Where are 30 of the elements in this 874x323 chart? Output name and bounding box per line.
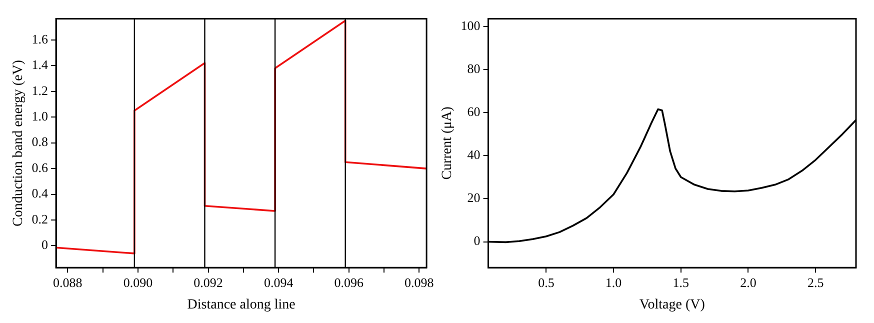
x-tick-label: 1.0: [605, 274, 622, 290]
x-tick-label: 0.088: [53, 274, 82, 290]
y-tick-label: 60: [467, 104, 480, 119]
y-tick-label: 0.4: [32, 186, 49, 201]
y-tick-label: 0: [474, 233, 480, 248]
y-tick-label: 0: [42, 237, 48, 252]
x-tick-label: 2.5: [807, 274, 824, 290]
x-axis-title: Voltage (V): [639, 297, 706, 312]
y-tick-label: 1.6: [32, 31, 49, 46]
y-tick-label: 20: [467, 190, 480, 206]
x-axis-title: Distance along line: [187, 297, 296, 312]
y-tick-label: 1.4: [32, 57, 49, 72]
y-axis-title: Current (μA): [440, 106, 456, 180]
y-axis-title: Conduction band energy (eV): [11, 60, 26, 226]
y-tick-label: 1.0: [32, 108, 48, 124]
x-tick-label: 2.0: [740, 274, 756, 290]
y-tick-label: 40: [467, 147, 480, 162]
x-tick-label: 0.090: [123, 274, 153, 290]
x-tick-label: 0.098: [404, 274, 434, 290]
x-tick-label: 0.094: [264, 274, 294, 290]
x-tick-label: 1.5: [672, 274, 690, 290]
x-tick-label: 0.092: [194, 274, 223, 290]
y-tick-label: 0.2: [32, 211, 48, 226]
y-tick-label: 0.6: [32, 160, 49, 175]
y-tick-label: 0.8: [32, 134, 48, 150]
x-tick-label: 0.096: [334, 274, 364, 290]
y-tick-label: 80: [467, 60, 480, 76]
y-tick-label: 1.2: [32, 82, 48, 98]
y-tick-label: 100: [460, 18, 480, 33]
x-tick-label: 0.5: [538, 274, 554, 290]
